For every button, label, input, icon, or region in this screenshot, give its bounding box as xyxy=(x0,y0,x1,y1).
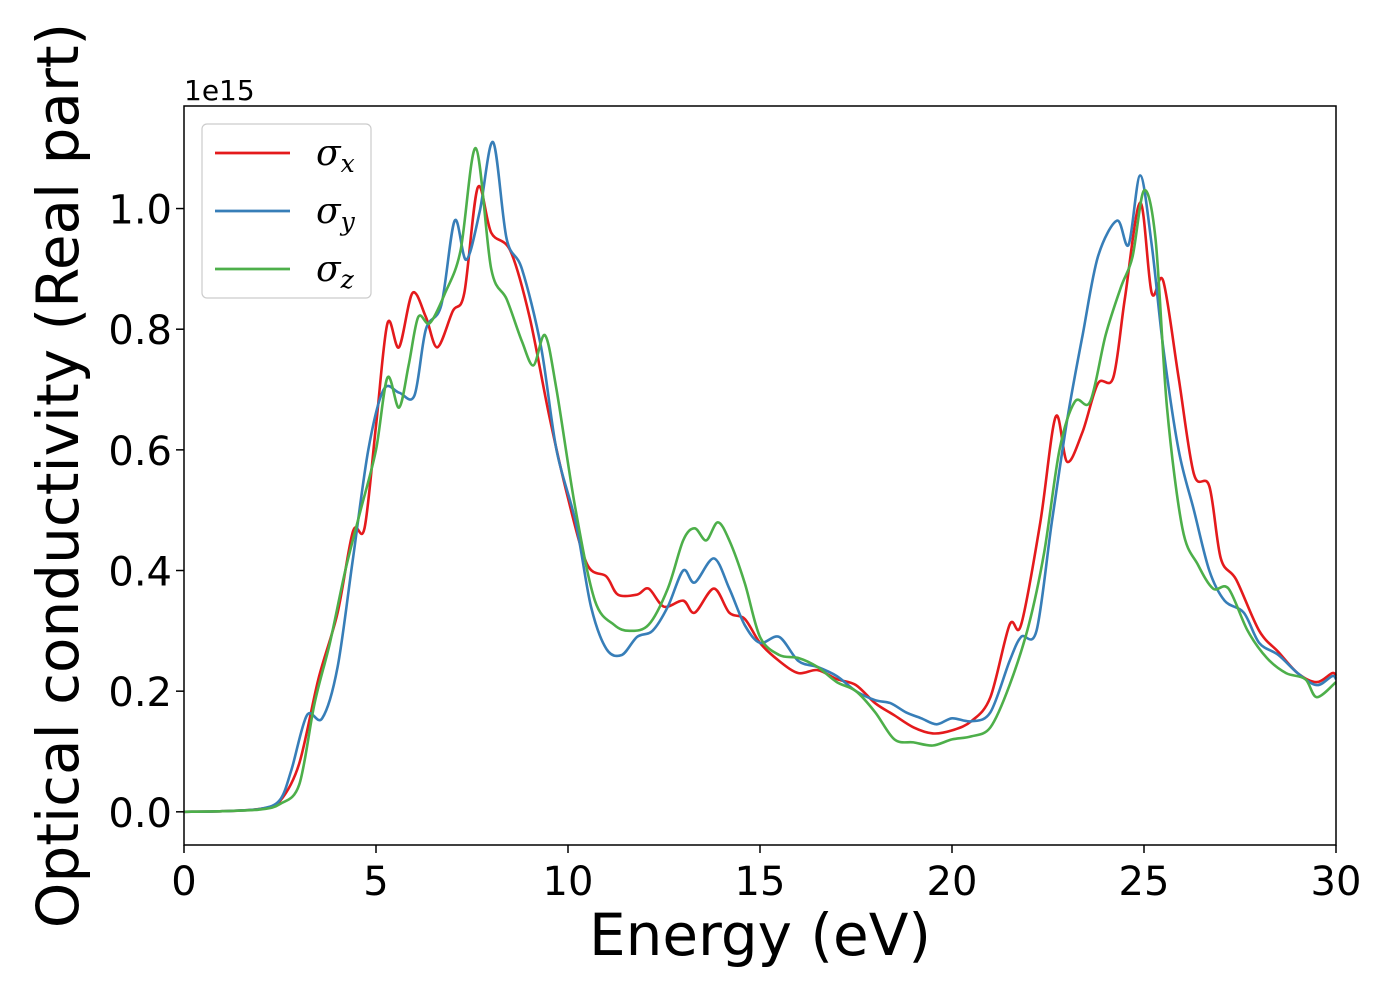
y-axis-title: Optical conductivity (Real part) xyxy=(24,23,92,928)
y-tick-label: 0.4 xyxy=(108,550,172,596)
y-tick-label: 0.8 xyxy=(108,308,172,354)
x-tick-label: 0 xyxy=(171,859,196,905)
x-tick-label: 5 xyxy=(363,859,388,905)
y-tick-label: 0.6 xyxy=(108,429,172,475)
y-tick-label: 1.0 xyxy=(108,188,172,234)
y-axis-ticks: 0.0 0.2 0.4 0.6 0.8 1.0 xyxy=(108,188,184,837)
legend-symbol: σ xyxy=(316,249,342,290)
series-lines xyxy=(183,140,1338,814)
y-offset-label: 1e15 xyxy=(184,74,255,107)
y-tick-label: 0.2 xyxy=(108,670,172,716)
x-tick-label: 30 xyxy=(1311,859,1362,905)
x-tick-label: 10 xyxy=(543,859,594,905)
series-line-z xyxy=(183,146,1337,814)
x-tick-label: 20 xyxy=(927,859,978,905)
legend-subscript: z xyxy=(340,265,355,294)
x-tick-label: 25 xyxy=(1119,859,1170,905)
x-axis-title: Energy (eV) xyxy=(589,901,931,969)
legend-subscript: y xyxy=(340,207,356,236)
legend-label-y: σy xyxy=(316,191,356,236)
series-line-y xyxy=(183,140,1338,814)
y-tick-label: 0.0 xyxy=(108,791,172,837)
x-tick-label: 15 xyxy=(735,859,786,905)
legend-symbol: σ xyxy=(316,191,342,232)
legend-subscript: x xyxy=(341,149,355,178)
x-axis-ticks: 0 5 10 15 20 25 30 xyxy=(171,845,1361,905)
series-line-x xyxy=(183,184,1338,814)
legend-label-x: σx xyxy=(316,133,355,178)
legend-label-z: σz xyxy=(316,249,355,294)
legend-symbol: σ xyxy=(316,133,342,174)
